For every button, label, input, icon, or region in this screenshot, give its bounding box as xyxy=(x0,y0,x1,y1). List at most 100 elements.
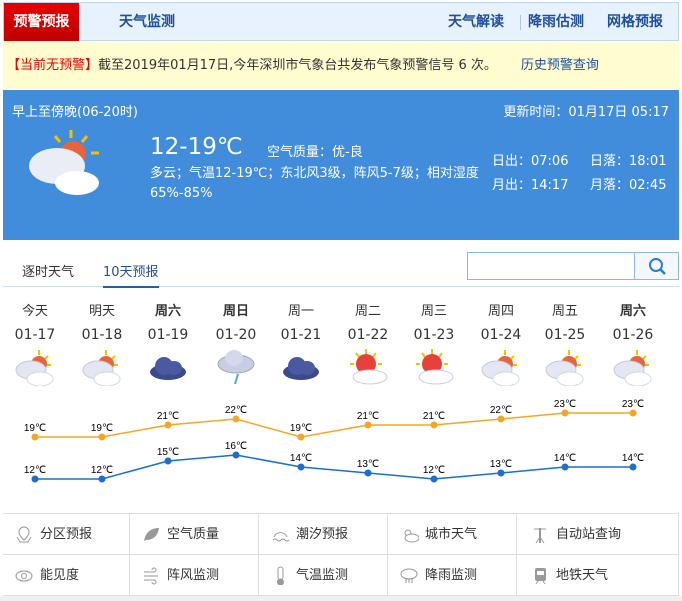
search-button[interactable] xyxy=(634,253,678,279)
high-temp-point xyxy=(364,421,372,429)
service-label: 潮汐预报 xyxy=(296,527,349,542)
low-temp-point xyxy=(164,457,172,465)
high-temp-point xyxy=(98,433,106,441)
tab-ten-day[interactable]: 10天预报 xyxy=(103,261,159,288)
high-temp-point xyxy=(497,415,505,423)
link-grid-forecast[interactable]: 网格预报 xyxy=(607,14,663,30)
services-grid: 分区预报 空气质量 潮汐预报 城市天气 自动站查询能见度 阵风监测 气温监测 降雨监测 地铁天气 xyxy=(3,513,679,596)
history-alert-link[interactable]: 历史预警查询 xyxy=(520,58,599,73)
day-date: 01-18 xyxy=(81,327,123,343)
tab-warning-forecast[interactable]: 预警预报 xyxy=(4,3,79,41)
high-temp-point xyxy=(232,415,240,423)
service-label: 分区预报 xyxy=(40,527,93,542)
overcast-icon xyxy=(283,357,319,380)
high-temp-point xyxy=(629,409,637,417)
forecast-day: 周六 01-19 xyxy=(135,300,201,390)
partly-cloudy-icon xyxy=(82,350,121,387)
forecast-day: 今天 01-17 xyxy=(2,300,68,390)
eye-icon xyxy=(15,570,33,582)
low-temp-point xyxy=(561,463,569,471)
forecast-day: 周二 01-22 xyxy=(335,300,401,390)
alert-status: 【当前无预警】 xyxy=(7,58,99,73)
tab-weather-monitor[interactable]: 天气监测 xyxy=(119,14,175,30)
footer-strip xyxy=(0,596,682,601)
service-map-pin[interactable]: 分区预报 xyxy=(3,514,130,555)
day-name: 周四 xyxy=(487,304,514,319)
day-name: 今天 xyxy=(21,304,48,319)
service-label: 空气质量 xyxy=(167,527,220,542)
high-temp-label: 19℃ xyxy=(290,423,312,434)
rain-cloud-icon xyxy=(400,568,418,583)
low-temp-label: 14℃ xyxy=(290,453,312,464)
day-date: 01-21 xyxy=(280,327,322,343)
forecast-day: 周日 01-20 xyxy=(203,300,269,390)
divider xyxy=(520,15,521,30)
day-date: 01-25 xyxy=(544,327,586,343)
day-name: 周三 xyxy=(420,304,447,319)
alert-text: 截至2019年01月17日,今年深圳市气象台共发布气象预警信号 6 次。 xyxy=(98,58,497,73)
day-name: 周六 xyxy=(619,304,646,319)
aqi-label: 空气质量： xyxy=(267,145,333,160)
high-temp-label: 21℃ xyxy=(157,411,179,422)
service-eye[interactable]: 能见度 xyxy=(3,555,130,596)
low-temp-point xyxy=(98,475,106,483)
day-name: 周五 xyxy=(551,304,578,319)
sunny-cloud-icon xyxy=(416,349,454,385)
high-temp-point xyxy=(430,421,438,429)
partly-cloudy-icon xyxy=(545,350,584,387)
day-name: 明天 xyxy=(88,304,115,319)
search-box xyxy=(467,252,679,280)
forecast-day: 明天 01-18 xyxy=(69,300,135,390)
search-input[interactable] xyxy=(468,253,634,279)
service-metro[interactable]: 地铁天气 xyxy=(517,555,679,596)
tide-icon xyxy=(272,532,290,542)
partly-cloudy-icon xyxy=(613,350,652,387)
low-temp-label: 12℃ xyxy=(24,465,46,476)
link-weather-interpret[interactable]: 天气解读 xyxy=(448,14,504,30)
thermometer-icon xyxy=(277,566,284,586)
high-temp-point xyxy=(164,421,172,429)
high-temp-point xyxy=(561,409,569,417)
top-nav: 预警预报 天气监测 天气解读 降雨估测 网格预报 xyxy=(3,2,679,41)
period-label: 早上至傍晚(06-20时) xyxy=(12,105,138,120)
link-rain-estimate[interactable]: 降雨估测 xyxy=(528,14,584,30)
search-icon xyxy=(649,258,666,275)
low-temp-point xyxy=(430,475,438,483)
service-weather-station[interactable]: 自动站查询 xyxy=(517,514,679,555)
forecast-day: 周五 01-25 xyxy=(532,300,598,390)
service-rain-cloud[interactable]: 降雨监测 xyxy=(388,555,517,596)
low-temp-point xyxy=(31,475,39,483)
forecast-day: 周一 01-21 xyxy=(268,300,334,390)
tab-hourly[interactable]: 逐时天气 xyxy=(22,265,75,280)
day-name: 周日 xyxy=(222,304,249,319)
service-tide[interactable]: 潮汐预报 xyxy=(259,514,388,555)
service-label: 降雨监测 xyxy=(425,568,478,583)
high-temp-label: 22℃ xyxy=(225,405,247,416)
overcast-icon xyxy=(150,357,186,380)
low-temp-label: 13℃ xyxy=(357,459,379,470)
low-temp-label: 12℃ xyxy=(423,465,445,476)
low-temp-label: 14℃ xyxy=(622,453,644,464)
sun-cloud-icon xyxy=(404,529,420,543)
low-temp-label: 14℃ xyxy=(554,453,576,464)
high-temp-line xyxy=(35,412,633,438)
service-wind[interactable]: 阵风监测 xyxy=(130,555,259,596)
moonrise: 月出：14:17 xyxy=(492,178,569,193)
service-thermometer[interactable]: 气温监测 xyxy=(259,555,388,596)
high-temp-label: 23℃ xyxy=(622,399,644,410)
temp-range: 12-19℃ xyxy=(150,134,243,160)
service-leaf[interactable]: 空气质量 xyxy=(130,514,259,555)
low-temp-point xyxy=(364,469,372,477)
service-sun-cloud[interactable]: 城市天气 xyxy=(388,514,517,555)
low-temp-label: 16℃ xyxy=(225,441,247,452)
high-temp-label: 23℃ xyxy=(554,399,576,410)
service-label: 地铁天气 xyxy=(556,568,609,583)
forecast-day: 周四 01-24 xyxy=(468,300,534,390)
high-temp-label: 22℃ xyxy=(490,405,512,416)
high-temp-label: 19℃ xyxy=(91,423,113,434)
low-temp-point xyxy=(297,463,305,471)
light-rain-icon xyxy=(217,350,255,385)
moonset: 月落：02:45 xyxy=(590,178,667,193)
forecast-day: 周三 01-23 xyxy=(401,300,467,390)
weather-desc: 多云；气温12-19℃；东北风3级，阵风5-7级；相对湿度65%-85% xyxy=(150,166,479,201)
